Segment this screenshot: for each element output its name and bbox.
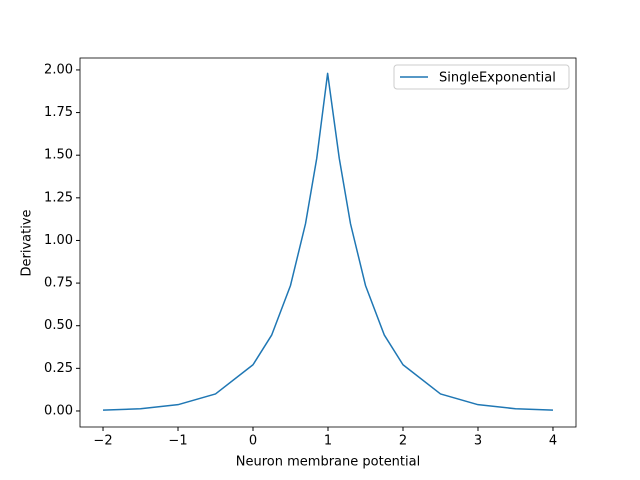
x-tick-label: 1 (324, 434, 332, 449)
y-tick-label: 0.75 (44, 276, 73, 291)
x-tick-label: 2 (399, 434, 407, 449)
legend-box (393, 64, 570, 90)
y-tick-label: 1.75 (44, 105, 73, 120)
y-tick-label: 1.25 (44, 190, 73, 205)
x-tick-label: 3 (474, 434, 482, 449)
y-axis-label: Derivative (20, 209, 35, 276)
y-tick-label: 1.00 (44, 233, 73, 248)
y-tick-label: 0.00 (44, 403, 73, 418)
x-axis-label: Neuron membrane potential (236, 455, 420, 470)
x-tick-label: 4 (549, 434, 557, 449)
y-tick-label: 0.25 (44, 361, 73, 376)
y-tick-label: 2.00 (44, 62, 73, 77)
legend-label: SingleExponential (439, 71, 556, 86)
plot-frame (79, 57, 577, 428)
y-tick-label: 0.50 (44, 318, 73, 333)
x-tick-label: 0 (249, 434, 257, 449)
x-tick-label: −1 (168, 434, 187, 449)
x-tick-label: −2 (93, 434, 112, 449)
data-line (102, 72, 554, 411)
y-tick-label: 1.50 (44, 148, 73, 163)
